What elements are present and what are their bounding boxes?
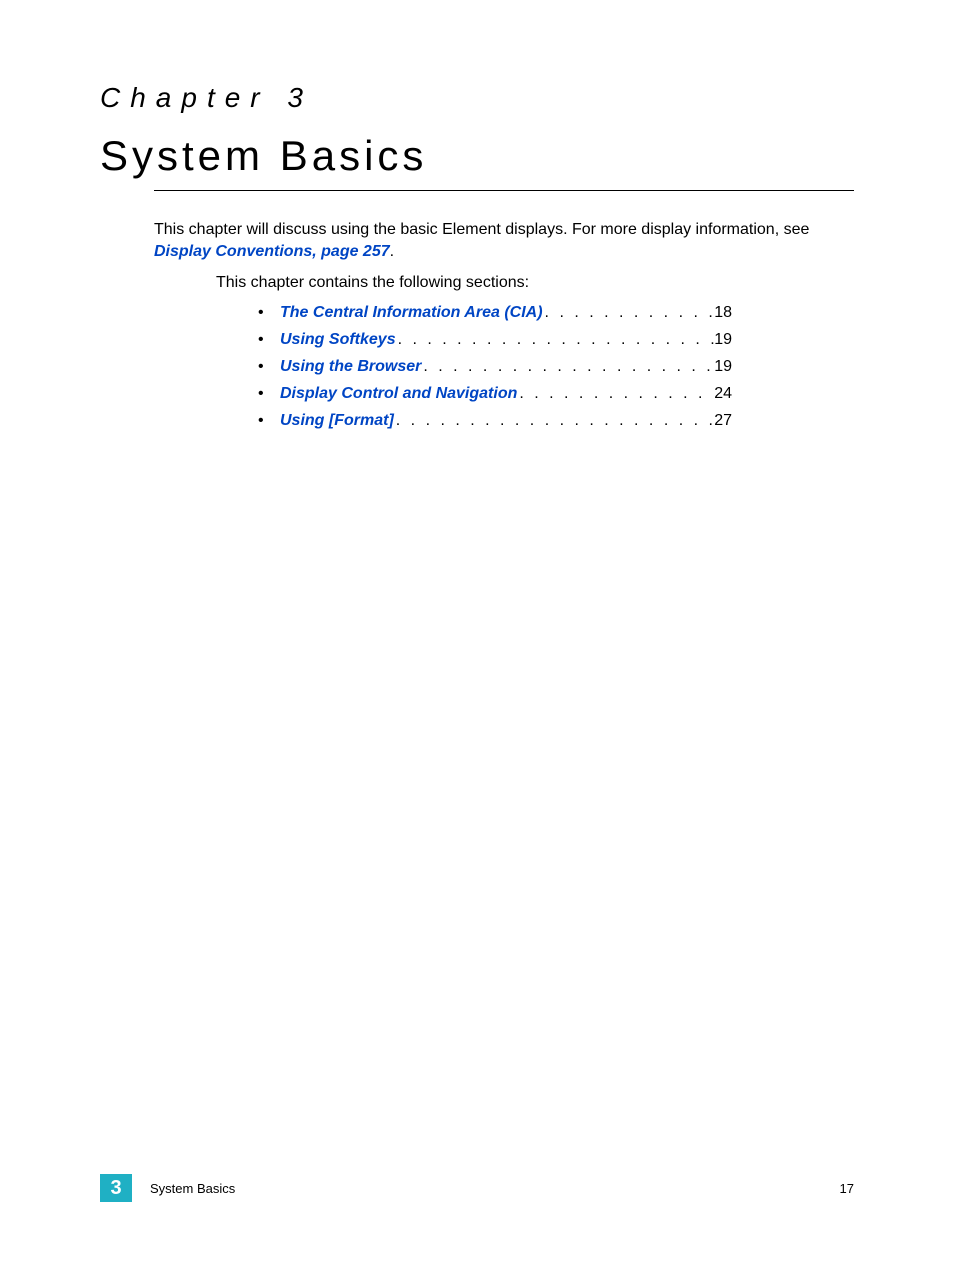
chapter-title: System Basics bbox=[100, 132, 854, 180]
page-footer: 3 System Basics 17 bbox=[100, 1174, 854, 1202]
toc-item: • Using [Format] 27 bbox=[252, 412, 732, 430]
toc-leader-dots bbox=[421, 358, 714, 376]
toc-link-softkeys[interactable]: Using Softkeys bbox=[280, 331, 396, 349]
bullet-icon: • bbox=[252, 358, 280, 376]
chapter-number-badge: 3 bbox=[100, 1174, 132, 1202]
bullet-icon: • bbox=[252, 412, 280, 430]
bullet-icon: • bbox=[252, 385, 280, 403]
toc-leader-dots bbox=[543, 304, 715, 322]
toc-page-number: 19 bbox=[714, 358, 732, 376]
toc-item: • Display Control and Navigation 24 bbox=[252, 385, 732, 403]
toc-page-number: 19 bbox=[714, 331, 732, 349]
bullet-icon: • bbox=[252, 331, 280, 349]
intro-text-after: . bbox=[390, 243, 394, 260]
toc-link-cia[interactable]: The Central Information Area (CIA) bbox=[280, 304, 543, 322]
toc-list: • The Central Information Area (CIA) 18 … bbox=[252, 304, 732, 430]
toc-leader-dots bbox=[517, 385, 714, 403]
intro-paragraph: This chapter will discuss using the basi… bbox=[154, 219, 854, 262]
display-conventions-link[interactable]: Display Conventions, page 257 bbox=[154, 243, 390, 260]
toc-item: • Using Softkeys 19 bbox=[252, 331, 732, 349]
chapter-label: Chapter 3 bbox=[100, 82, 854, 114]
toc-item: • Using the Browser 19 bbox=[252, 358, 732, 376]
toc-page-number: 27 bbox=[714, 412, 732, 430]
toc-leader-dots bbox=[396, 331, 715, 349]
page-content: Chapter 3 System Basics This chapter wil… bbox=[0, 0, 954, 430]
bullet-icon: • bbox=[252, 304, 280, 322]
toc-page-number: 18 bbox=[714, 304, 732, 322]
footer-chapter-title: System Basics bbox=[150, 1181, 840, 1196]
footer-page-number: 17 bbox=[840, 1181, 854, 1196]
toc-leader-dots bbox=[394, 412, 714, 430]
toc-link-format[interactable]: Using [Format] bbox=[280, 412, 394, 430]
title-rule bbox=[154, 190, 854, 191]
toc-link-browser[interactable]: Using the Browser bbox=[280, 358, 421, 376]
toc-item: • The Central Information Area (CIA) 18 bbox=[252, 304, 732, 322]
intro-text-before: This chapter will discuss using the basi… bbox=[154, 221, 809, 238]
toc-link-display-control[interactable]: Display Control and Navigation bbox=[280, 385, 517, 403]
toc-page-number: 24 bbox=[714, 385, 732, 403]
sections-intro: This chapter contains the following sect… bbox=[216, 274, 854, 292]
